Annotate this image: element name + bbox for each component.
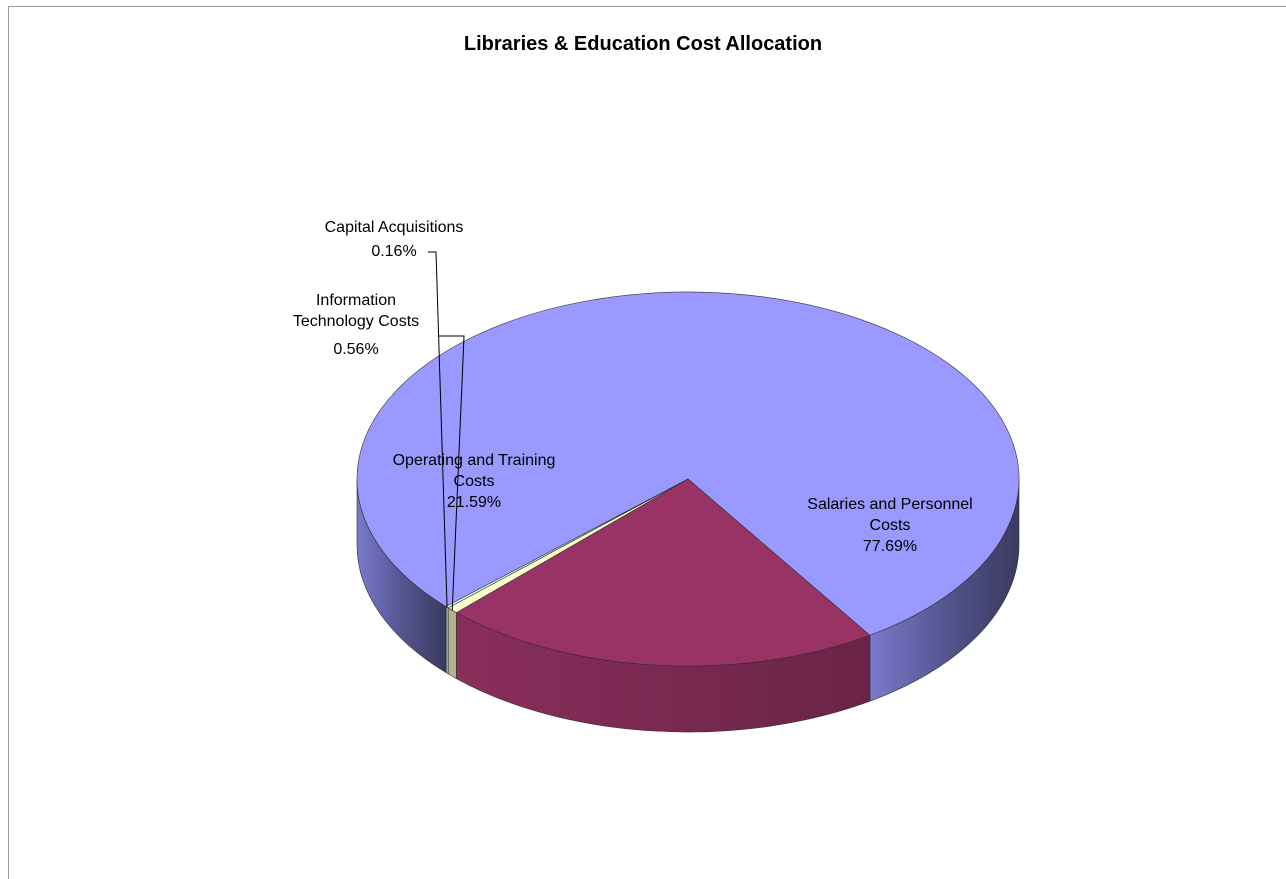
slice-label-0: Salaries and Personnel Costs 77.69% — [807, 496, 972, 555]
slice-value-label: 21.59% — [447, 494, 501, 511]
slice-label-text: Salaries and Personnel — [807, 496, 972, 513]
pie-slice-3 — [445, 478, 689, 609]
pie-slice-1 — [455, 478, 871, 667]
slice-label-text: Costs — [454, 473, 495, 490]
slice-label-1: Operating and Training Costs 21.59% — [393, 452, 556, 511]
slice-label-2: Information Technology Costs 0.56% — [293, 292, 419, 358]
slice-value-label: 0.56% — [333, 341, 378, 358]
slice-label-text: Technology Costs — [293, 313, 419, 330]
slice-value-label: 0.16% — [371, 243, 416, 260]
slice-label-3: Capital Acquisitions 0.16% — [325, 219, 464, 260]
slice-label-text: Capital Acquisitions — [325, 219, 464, 236]
slice-label-text: Costs — [870, 517, 911, 534]
pie-slice-0 — [356, 291, 1020, 636]
slice-label-text: Information — [316, 292, 396, 309]
leader-line-it — [438, 335, 465, 611]
leader-line-capital — [428, 251, 448, 608]
slice-value-label: 77.69% — [863, 538, 917, 555]
chart-title: Libraries & Education Cost Allocation — [464, 33, 822, 55]
slice-label-text: Operating and Training — [393, 452, 556, 469]
pie-slice-side-2 — [447, 607, 457, 680]
